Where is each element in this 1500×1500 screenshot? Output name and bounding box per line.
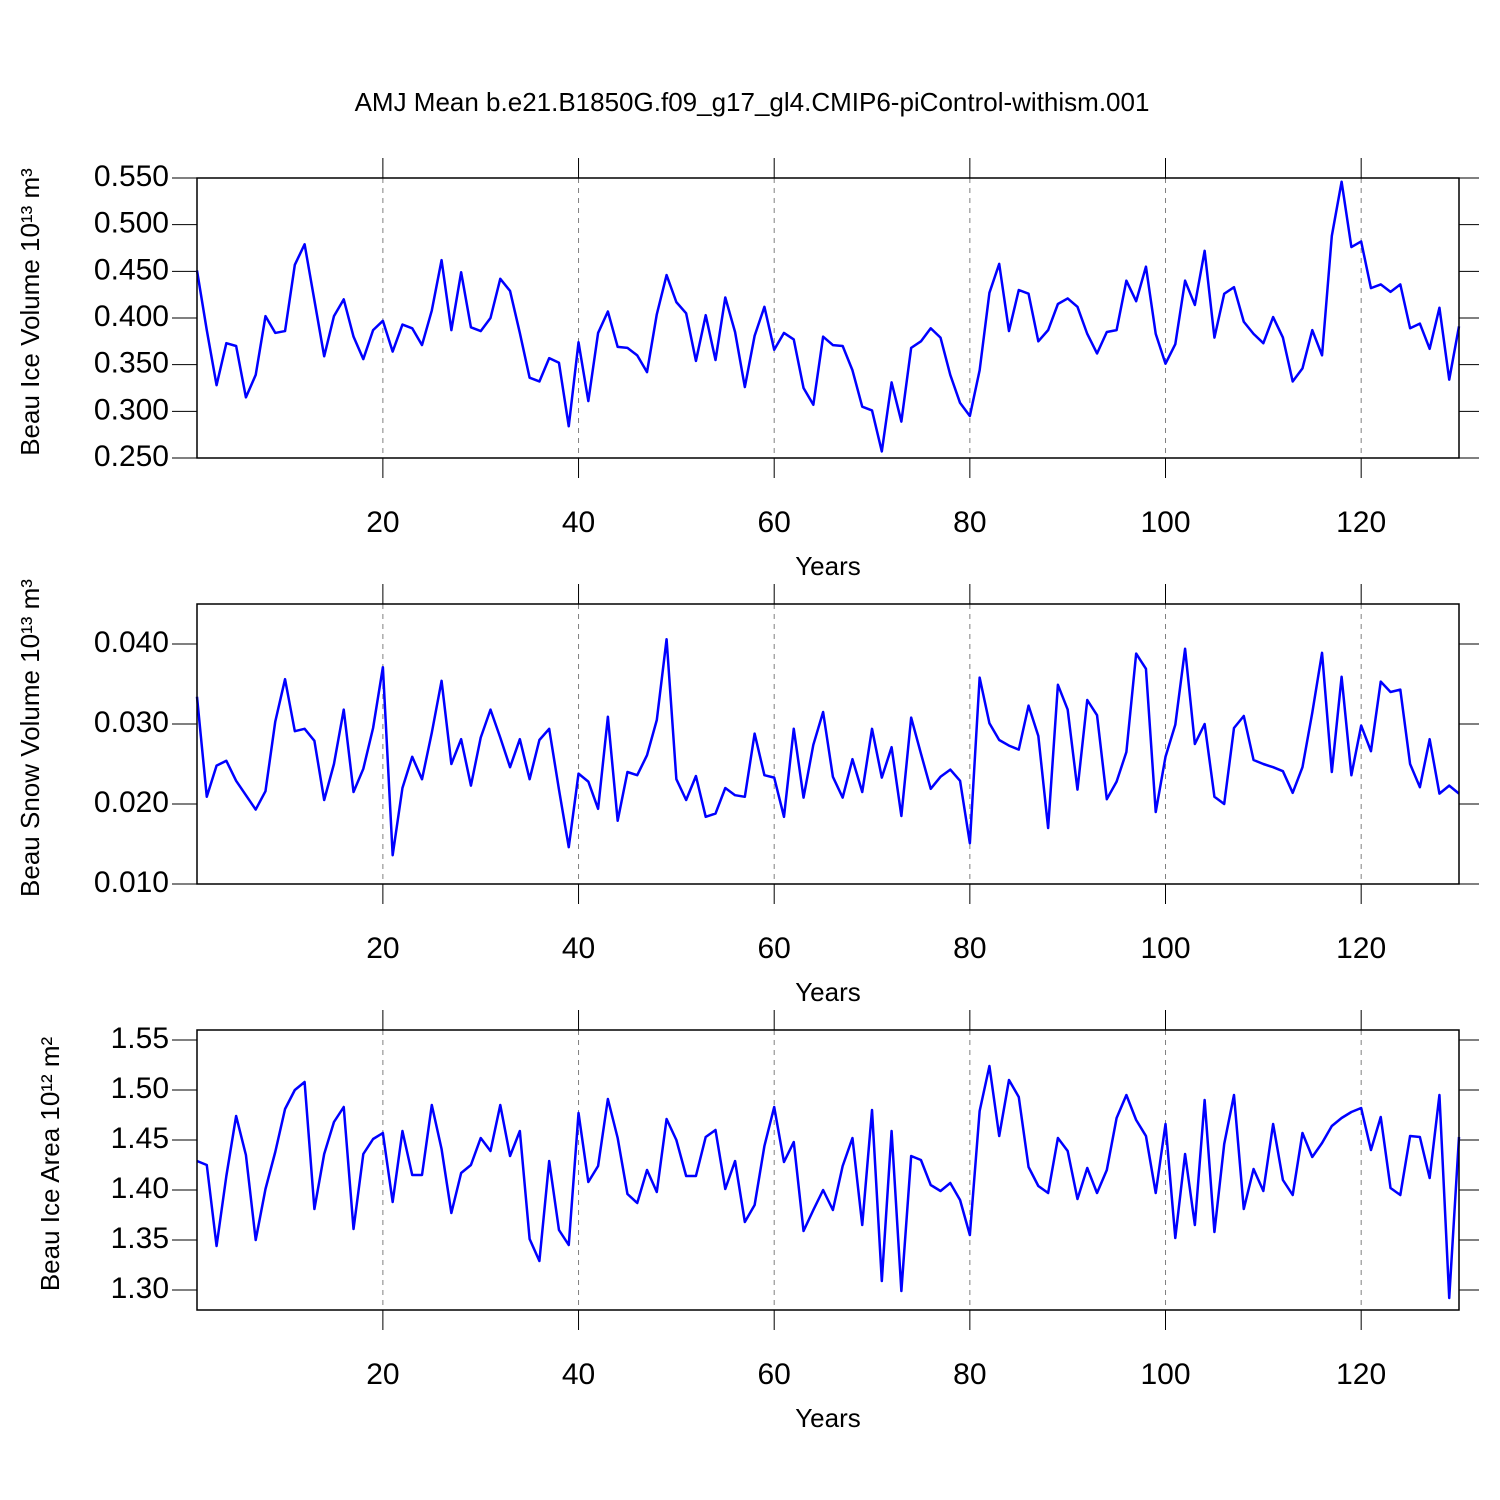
x-tick-label: 120 [1336,932,1386,965]
y-axis-label: Beau Ice Volume 10¹³ m³ [15,168,45,456]
x-tick-label: 40 [562,1358,595,1391]
x-tick-label: 20 [366,1358,399,1391]
y-tick-label: 0.010 [94,866,169,899]
y-tick-label: 0.450 [94,253,169,286]
y-tick-label: 0.040 [94,626,169,659]
x-axis-label: Years [795,977,861,1007]
figure-title: AMJ Mean b.e21.B1850G.f09_g17_gl4.CMIP6-… [355,87,1150,117]
y-tick-label: 0.020 [94,786,169,819]
x-tick-label: 100 [1140,506,1190,539]
plot-frame [196,177,1460,459]
y-tick-label: 0.030 [94,706,169,739]
data-line [196,1064,1461,1300]
x-tick-label: 20 [366,932,399,965]
x-tick-label: 20 [366,506,399,539]
y-tick-label: 1.30 [111,1272,169,1305]
y-tick-label: 0.400 [94,300,169,333]
y-tick-label: 1.45 [111,1122,169,1155]
x-tick-label: 80 [953,932,986,965]
x-axis-label: Years [795,1403,861,1433]
y-tick-label: 0.500 [94,207,169,240]
data-line [195,637,1460,857]
x-tick-label: 80 [953,506,986,539]
y-tick-label: 0.300 [94,393,169,426]
y-tick-label: 1.50 [111,1072,169,1105]
x-tick-label: 60 [758,932,791,965]
plot-frame [196,603,1460,885]
x-tick-label: 40 [562,506,595,539]
y-axis-label: Beau Ice Area 10¹² m² [35,1036,65,1291]
plot-frame [196,1029,1460,1311]
x-tick-label: 100 [1140,1358,1190,1391]
y-tick-label: 1.55 [111,1022,169,1055]
y-axis-label: Beau Snow Volume 10¹³ m³ [15,579,45,897]
y-tick-label: 1.35 [111,1222,169,1255]
x-axis-label: Years [795,551,861,581]
y-tick-label: 0.250 [94,440,169,473]
x-tick-label: 60 [758,1358,791,1391]
x-tick-label: 120 [1336,506,1386,539]
y-tick-label: 0.550 [94,160,169,193]
x-tick-label: 60 [758,506,791,539]
data-line [195,180,1461,453]
x-tick-label: 120 [1336,1358,1386,1391]
y-tick-label: 0.350 [94,347,169,380]
y-tick-label: 1.40 [111,1172,169,1205]
x-tick-label: 80 [953,1358,986,1391]
x-tick-label: 40 [562,932,595,965]
x-tick-label: 100 [1140,932,1190,965]
